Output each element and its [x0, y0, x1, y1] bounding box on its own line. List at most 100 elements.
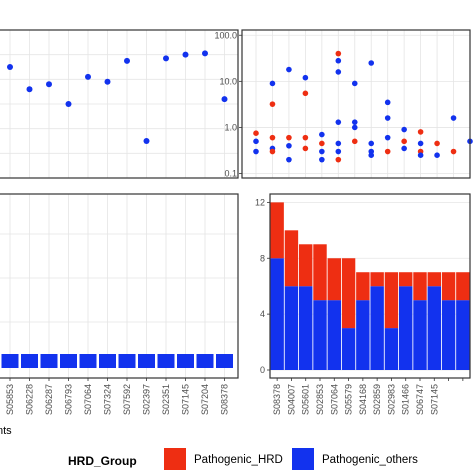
bar-segment [441, 300, 456, 370]
y-tick-label: 12 [255, 197, 265, 207]
bar-segment [399, 272, 413, 287]
bar-segment [413, 272, 427, 301]
y-tick-label: 100.0 [214, 30, 237, 40]
x-tick-label: S06747 [415, 384, 425, 415]
bar-segment [299, 244, 313, 287]
scatter-point [221, 96, 228, 103]
scatter-point [434, 152, 440, 158]
scatter-point [450, 115, 457, 121]
scatter-point [143, 138, 150, 144]
panel-frame [269, 193, 471, 379]
scatter-point [46, 81, 52, 88]
scatter-point [351, 80, 358, 87]
scatter-point [163, 55, 169, 62]
scatter-point [335, 156, 342, 163]
scatter-point [417, 129, 424, 135]
bar [40, 354, 58, 368]
x-tick-label: S07064 [83, 384, 93, 415]
x-tick-label: S07324 [103, 384, 113, 415]
scatter-point [286, 134, 292, 141]
scatter-point [302, 145, 309, 152]
x-tick-label: S07592 [122, 384, 132, 415]
scatter-point [269, 101, 276, 107]
y-tick-label: 1.0 [224, 122, 237, 132]
scatter-point [351, 138, 358, 145]
scatter-point [335, 50, 342, 57]
scatter-point [384, 148, 391, 155]
bar-segment [284, 230, 299, 287]
scatter-point [434, 140, 440, 147]
scatter-point [335, 148, 342, 155]
bar-segment [413, 300, 427, 370]
panel-bottom-right: 0 4 8 12 S08378 S04007 S05601 S02853 S07064 S0557… [255, 193, 471, 415]
scatter-point [368, 140, 375, 147]
scatter-point [85, 73, 91, 80]
x-tick-label: S02859 [372, 384, 382, 415]
scatter-point [302, 74, 309, 81]
scatter-point [319, 156, 325, 163]
bar [1, 354, 19, 368]
scatter-point [302, 134, 309, 141]
bar-segment [313, 300, 327, 370]
bar [21, 354, 38, 368]
scatter-point [335, 140, 342, 147]
bar [79, 354, 97, 368]
panel-frame [0, 29, 239, 179]
x-tick-label: S07145 [429, 384, 439, 415]
scatter-point [417, 152, 424, 158]
scatter-point [253, 138, 259, 145]
x-tick-label: S05579 [344, 384, 354, 415]
y-tick-label: 0.1 [224, 169, 237, 179]
bar-segment [327, 300, 341, 370]
bar [99, 354, 116, 368]
scatter-point [401, 126, 407, 133]
bar-segment [370, 272, 384, 287]
bar [216, 354, 233, 368]
scatter-point [401, 138, 407, 145]
x-tick-label: S04007 [286, 384, 296, 415]
legend-key-hrd [164, 448, 186, 470]
x-tick-label: S01466 [401, 384, 411, 415]
x-tick-label: S02983 [386, 384, 396, 415]
x-tick-label: S07145 [181, 384, 191, 415]
scatter-point [286, 66, 292, 73]
scatter-point [351, 124, 358, 131]
scatter-point [253, 130, 259, 136]
scatter-point [335, 69, 342, 75]
x-tick-label: S02397 [142, 384, 152, 415]
bar-segment [356, 300, 370, 370]
bar-segment [384, 328, 399, 370]
scatter-point [384, 134, 391, 141]
x-tick-label: S07204 [200, 384, 210, 415]
scatter-point [401, 145, 407, 152]
bar-segment [427, 286, 441, 370]
legend-key-others [292, 448, 314, 470]
scatter-point [65, 101, 72, 107]
scatter-point [384, 99, 391, 106]
legend-label-others: Pathogenic_others [322, 454, 418, 466]
panel-frame [241, 29, 471, 179]
x-tick-label: S06793 [64, 384, 74, 415]
x-tick-label: S02853 [315, 384, 325, 415]
x-tick-label: S08378 [272, 384, 282, 415]
scatter-point [269, 134, 276, 141]
bar-segment [370, 286, 384, 370]
x-tick-label: S06228 [25, 384, 35, 415]
x-tick-label: S05853 [5, 384, 15, 415]
x-axis-label: nts [0, 425, 12, 437]
scatter-point [450, 148, 457, 155]
scatter-point [335, 119, 342, 125]
y-tick-label: 4 [260, 309, 265, 319]
scatter-point [335, 57, 342, 64]
scatter-point [286, 142, 292, 149]
scatter-point [269, 80, 276, 87]
bar-segment [299, 286, 313, 370]
scatter-point [124, 57, 130, 64]
bar [196, 354, 214, 368]
bar-segment [341, 258, 356, 329]
scatter-point [202, 50, 208, 57]
bar-segment [399, 286, 413, 370]
bar [157, 354, 175, 368]
x-tick-label: S07064 [329, 384, 339, 415]
